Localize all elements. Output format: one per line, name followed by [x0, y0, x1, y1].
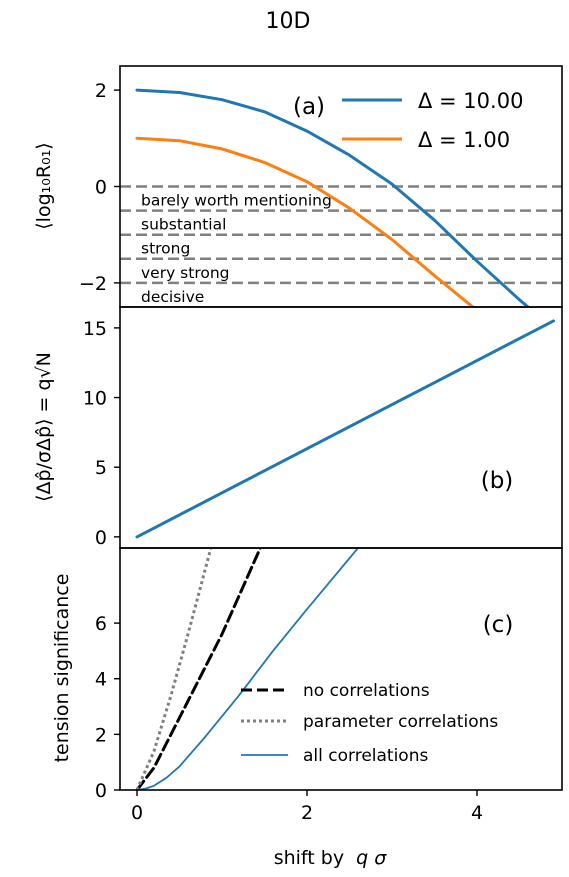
- panel-label: (b): [481, 468, 514, 494]
- y-tick-label: −2: [79, 273, 107, 295]
- y-axis-label: tension significance: [51, 574, 73, 763]
- series-line-a-0: [135, 88, 530, 307]
- x-tick-label: 0: [131, 802, 143, 824]
- y-tick-label: 10: [83, 388, 107, 410]
- legend-label: Δ = 1.00: [418, 128, 510, 152]
- series-line-c-1: [135, 548, 213, 790]
- legend-label: Δ = 10.00: [418, 89, 523, 113]
- y-tick-label: 0: [95, 780, 107, 802]
- evidence-label: substantial: [141, 216, 226, 234]
- x-tick-label: 2: [301, 802, 313, 824]
- legend-label: no correlations: [303, 681, 430, 701]
- evidence-label: decisive: [141, 288, 204, 306]
- y-tick-label: 15: [83, 318, 107, 340]
- x-axis-label: shift by q σ: [274, 847, 388, 869]
- series-line-c-2: [136, 548, 359, 790]
- series-line-c-0: [135, 548, 262, 790]
- evidence-label: barely worth mentioning: [141, 192, 332, 210]
- y-tick-label: 2: [95, 80, 107, 102]
- y-tick-label: 0: [95, 527, 107, 549]
- legend-label: parameter correlations: [303, 712, 498, 732]
- panel-b: 0 5 10 15 (b) ⟨Δp̂/σΔp̂⟩ = q√N: [33, 306, 563, 549]
- legend-label: all correlations: [303, 746, 428, 766]
- y-tick-label: 0: [95, 177, 107, 199]
- y-tick-label: 2: [95, 724, 107, 746]
- axes-frame: [119, 547, 563, 791]
- panel-a: barely worth mentioning substantial strong…: [33, 65, 563, 308]
- y-tick-label: 4: [95, 669, 107, 691]
- evidence-label: very strong: [141, 264, 230, 282]
- panel-label: (a): [293, 94, 325, 120]
- y-axis-label: ⟨Δp̂/σΔp̂⟩ = q√N: [33, 352, 55, 502]
- x-axis-label-math: q σ: [356, 847, 387, 869]
- x-tick-label: 4: [471, 802, 483, 824]
- y-tick-label: 6: [95, 613, 107, 635]
- figure-title: 10D: [266, 9, 311, 34]
- y-tick-label: 5: [95, 457, 107, 479]
- panel-label: (c): [483, 612, 514, 638]
- series-line-a-1: [135, 136, 475, 307]
- panel-c: 0 2 4 6 0 2 4 (c) tension significance no correla…: [51, 547, 563, 824]
- evidence-label: strong: [141, 240, 190, 258]
- series-line-b-0: [135, 319, 555, 539]
- y-axis-label: ⟨log₁₀R₀₁⟩: [33, 142, 55, 229]
- x-axis-label-text: shift by: [274, 847, 344, 869]
